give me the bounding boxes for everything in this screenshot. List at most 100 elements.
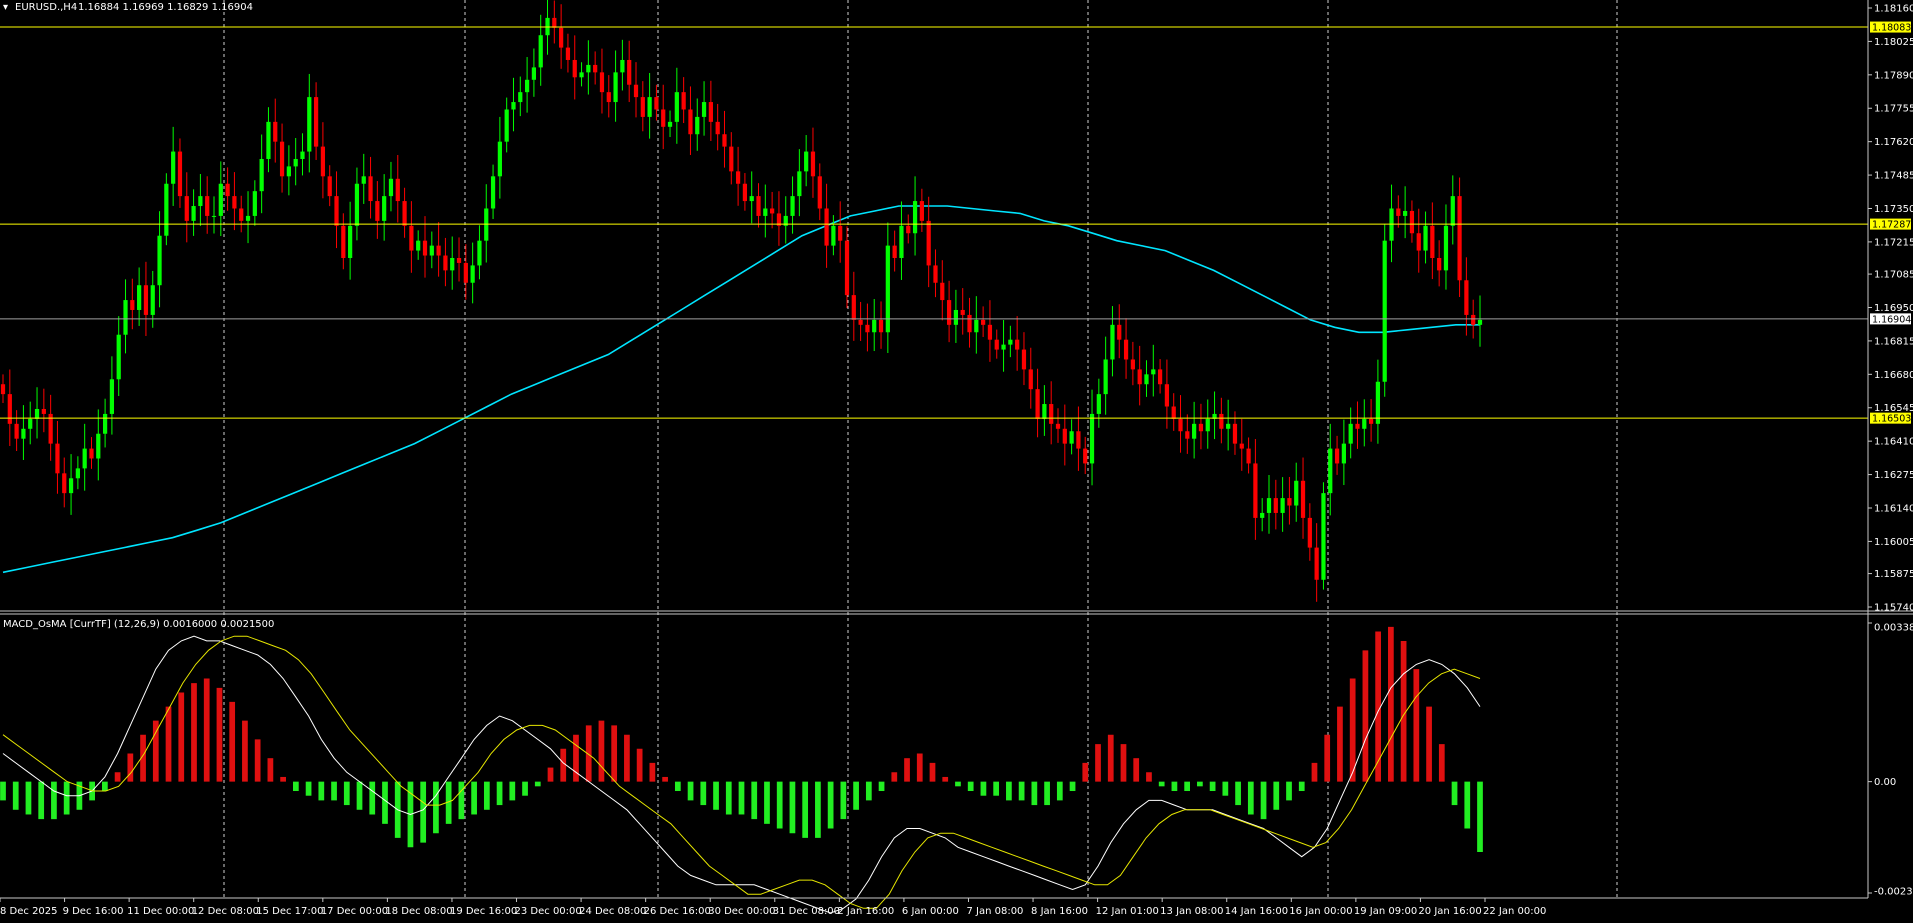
- candle-body: [429, 245, 434, 256]
- candle-body: [1096, 394, 1101, 414]
- candle-body: [511, 102, 516, 110]
- candle-body: [164, 183, 169, 236]
- candle-body: [416, 240, 421, 251]
- candle-body: [708, 102, 713, 122]
- candle-body: [456, 257, 462, 263]
- time-tick-label: 19 Dec 16:00: [450, 906, 517, 917]
- time-tick-label: 16 Jan 00:00: [1289, 906, 1352, 917]
- price-tick-label: 1.17215: [1874, 237, 1913, 248]
- horizontal-levels[interactable]: [0, 26, 1868, 419]
- candle-body: [1076, 431, 1081, 449]
- price-pane[interactable]: [0, 0, 1868, 602]
- candle-body: [599, 72, 605, 93]
- candle-body: [307, 97, 312, 152]
- candle-body: [184, 196, 189, 221]
- ohlc-values: 1.16884 1.16969 1.16829 1.16904: [78, 2, 253, 13]
- macd-osma-pane[interactable]: [0, 626, 1483, 914]
- candle-body: [661, 109, 666, 127]
- candle-body: [865, 324, 870, 333]
- candle-body: [579, 72, 584, 78]
- candle-body: [987, 324, 993, 340]
- time-tick-label: 8 Jan 16:00: [1031, 906, 1088, 917]
- candle-body: [177, 151, 183, 197]
- candle-body: [1375, 381, 1381, 424]
- candle-body: [68, 478, 74, 494]
- candle-body: [504, 109, 509, 142]
- candle-body: [1015, 339, 1020, 350]
- candle-body: [770, 208, 775, 214]
- candle-body: [279, 141, 285, 177]
- candle-body: [130, 300, 135, 310]
- candle-body: [749, 196, 754, 202]
- candle-body: [1001, 344, 1006, 350]
- candle-body: [1055, 423, 1061, 429]
- candle-body: [960, 309, 965, 315]
- candle-body: [150, 285, 155, 315]
- candle-body: [96, 433, 101, 459]
- candle-body: [89, 448, 94, 459]
- candle-body: [28, 418, 33, 429]
- level-price-tag: [1870, 218, 1911, 230]
- candle-body: [1450, 196, 1455, 226]
- candle-body: [361, 176, 366, 184]
- candle-body: [565, 47, 571, 60]
- candle-body: [1103, 359, 1108, 395]
- candle-body: [912, 201, 918, 234]
- candle-body: [1362, 418, 1367, 429]
- candle-body: [341, 225, 346, 258]
- candle-body: [715, 121, 720, 135]
- candle-body: [157, 235, 162, 286]
- macd-line: [2, 635, 1481, 914]
- candle-body: [1341, 443, 1346, 464]
- candle-body: [327, 176, 332, 197]
- candle-body: [137, 285, 142, 310]
- candle-body: [1260, 512, 1265, 518]
- candle-body: [872, 319, 877, 333]
- candle-body: [1314, 547, 1319, 580]
- candle-body: [409, 225, 414, 251]
- candle-body: [851, 295, 856, 320]
- candle-body: [1355, 423, 1360, 429]
- signal-path: [2, 635, 1481, 909]
- candle-body: [1069, 431, 1074, 444]
- candle-body: [1130, 359, 1135, 370]
- candle-body: [1430, 225, 1435, 258]
- price-tick-label: 1.16815: [1874, 336, 1913, 347]
- candle-body: [1294, 480, 1299, 506]
- price-tick-label: 1.17085: [1874, 270, 1913, 281]
- candle-body: [518, 92, 523, 103]
- level-price-tag: [1870, 21, 1911, 33]
- candle-body: [245, 215, 251, 221]
- candle-body: [906, 225, 911, 234]
- candle-body: [1008, 339, 1013, 345]
- candle-body: [559, 27, 564, 48]
- candle-body: [974, 319, 979, 333]
- price-tick-label: 1.17485: [1874, 171, 1913, 182]
- macd-osma-title: MACD_OsMA [CurrTF] (12,26,9) 0.0016000 0…: [3, 619, 274, 630]
- candle-body: [48, 413, 53, 444]
- candle-body: [824, 208, 829, 246]
- candle-body: [1403, 210, 1408, 216]
- candle-body: [953, 309, 959, 325]
- candle-body: [1382, 240, 1387, 382]
- candle-body: [1157, 369, 1163, 385]
- candle-body: [1021, 349, 1027, 370]
- oscillator-scale[interactable]: 0.0033825 0.00 -0.0023745: [1868, 622, 1913, 898]
- price-tick-label: 1.16545: [1874, 403, 1913, 414]
- time-tick-label: 11 Dec 00:00: [127, 906, 194, 917]
- symbol-dropdown-icon[interactable]: ▾: [3, 2, 8, 13]
- candle-body: [885, 245, 890, 333]
- moving-average-line: [2, 205, 1480, 574]
- candle-body: [776, 213, 782, 226]
- candle-body: [497, 141, 502, 177]
- candle-body: [232, 196, 237, 209]
- candle-body: [926, 220, 931, 266]
- candle-body: [143, 285, 149, 315]
- candle-body: [0, 384, 6, 395]
- time-tick-label: 2 Jan 16:00: [837, 906, 894, 917]
- candle-body: [1226, 423, 1231, 429]
- price-scale[interactable]: 1.18160 1.18025 1.17890 1.17755 1.17620 1.174…: [1868, 4, 1913, 614]
- candle-body: [313, 97, 319, 147]
